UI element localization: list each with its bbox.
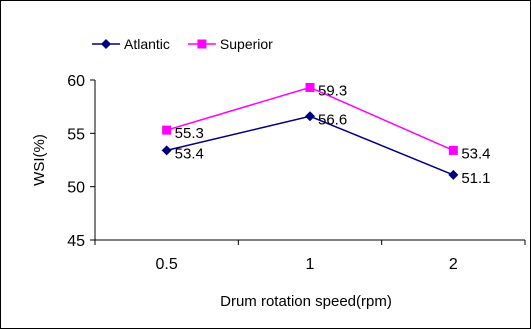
y-tick-label-60: 60 — [67, 73, 85, 90]
data-label-atlantic-0.5: 53.4 — [175, 145, 204, 162]
data-label-atlantic-2: 51.1 — [461, 170, 490, 187]
point-atlantic-0.5 — [161, 145, 172, 156]
data-label-superior-2: 53.4 — [461, 145, 490, 162]
y-tick-label-55: 55 — [67, 126, 85, 143]
series-line-atlantic — [166, 115, 454, 176]
x-tick-label-0.5: 0.5 — [156, 256, 178, 273]
data-label-superior-1: 59.3 — [318, 82, 347, 99]
point-superior-1 — [305, 82, 315, 92]
y-tick-label-45: 45 — [67, 233, 85, 250]
x-tick-label-2: 2 — [449, 256, 458, 273]
data-label-superior-0.5: 55.3 — [175, 125, 204, 142]
legend-marker-superior — [197, 39, 207, 49]
y-tick-label-50: 50 — [67, 180, 85, 197]
point-superior-2 — [448, 145, 458, 155]
x-axis-title: Drum rotation speed(rpm) — [220, 293, 392, 310]
point-superior-0.5 — [162, 125, 172, 135]
y-axis-title: WSI(%) — [31, 134, 48, 186]
legend-label-superior: Superior — [220, 36, 273, 52]
legend-label-atlantic: Atlantic — [124, 36, 170, 52]
point-atlantic-2 — [448, 169, 459, 180]
x-tick-label-1: 1 — [306, 256, 315, 273]
legend-marker-atlantic — [101, 39, 111, 49]
point-atlantic-1 — [305, 111, 315, 122]
data-label-atlantic-1: 56.6 — [318, 111, 347, 128]
